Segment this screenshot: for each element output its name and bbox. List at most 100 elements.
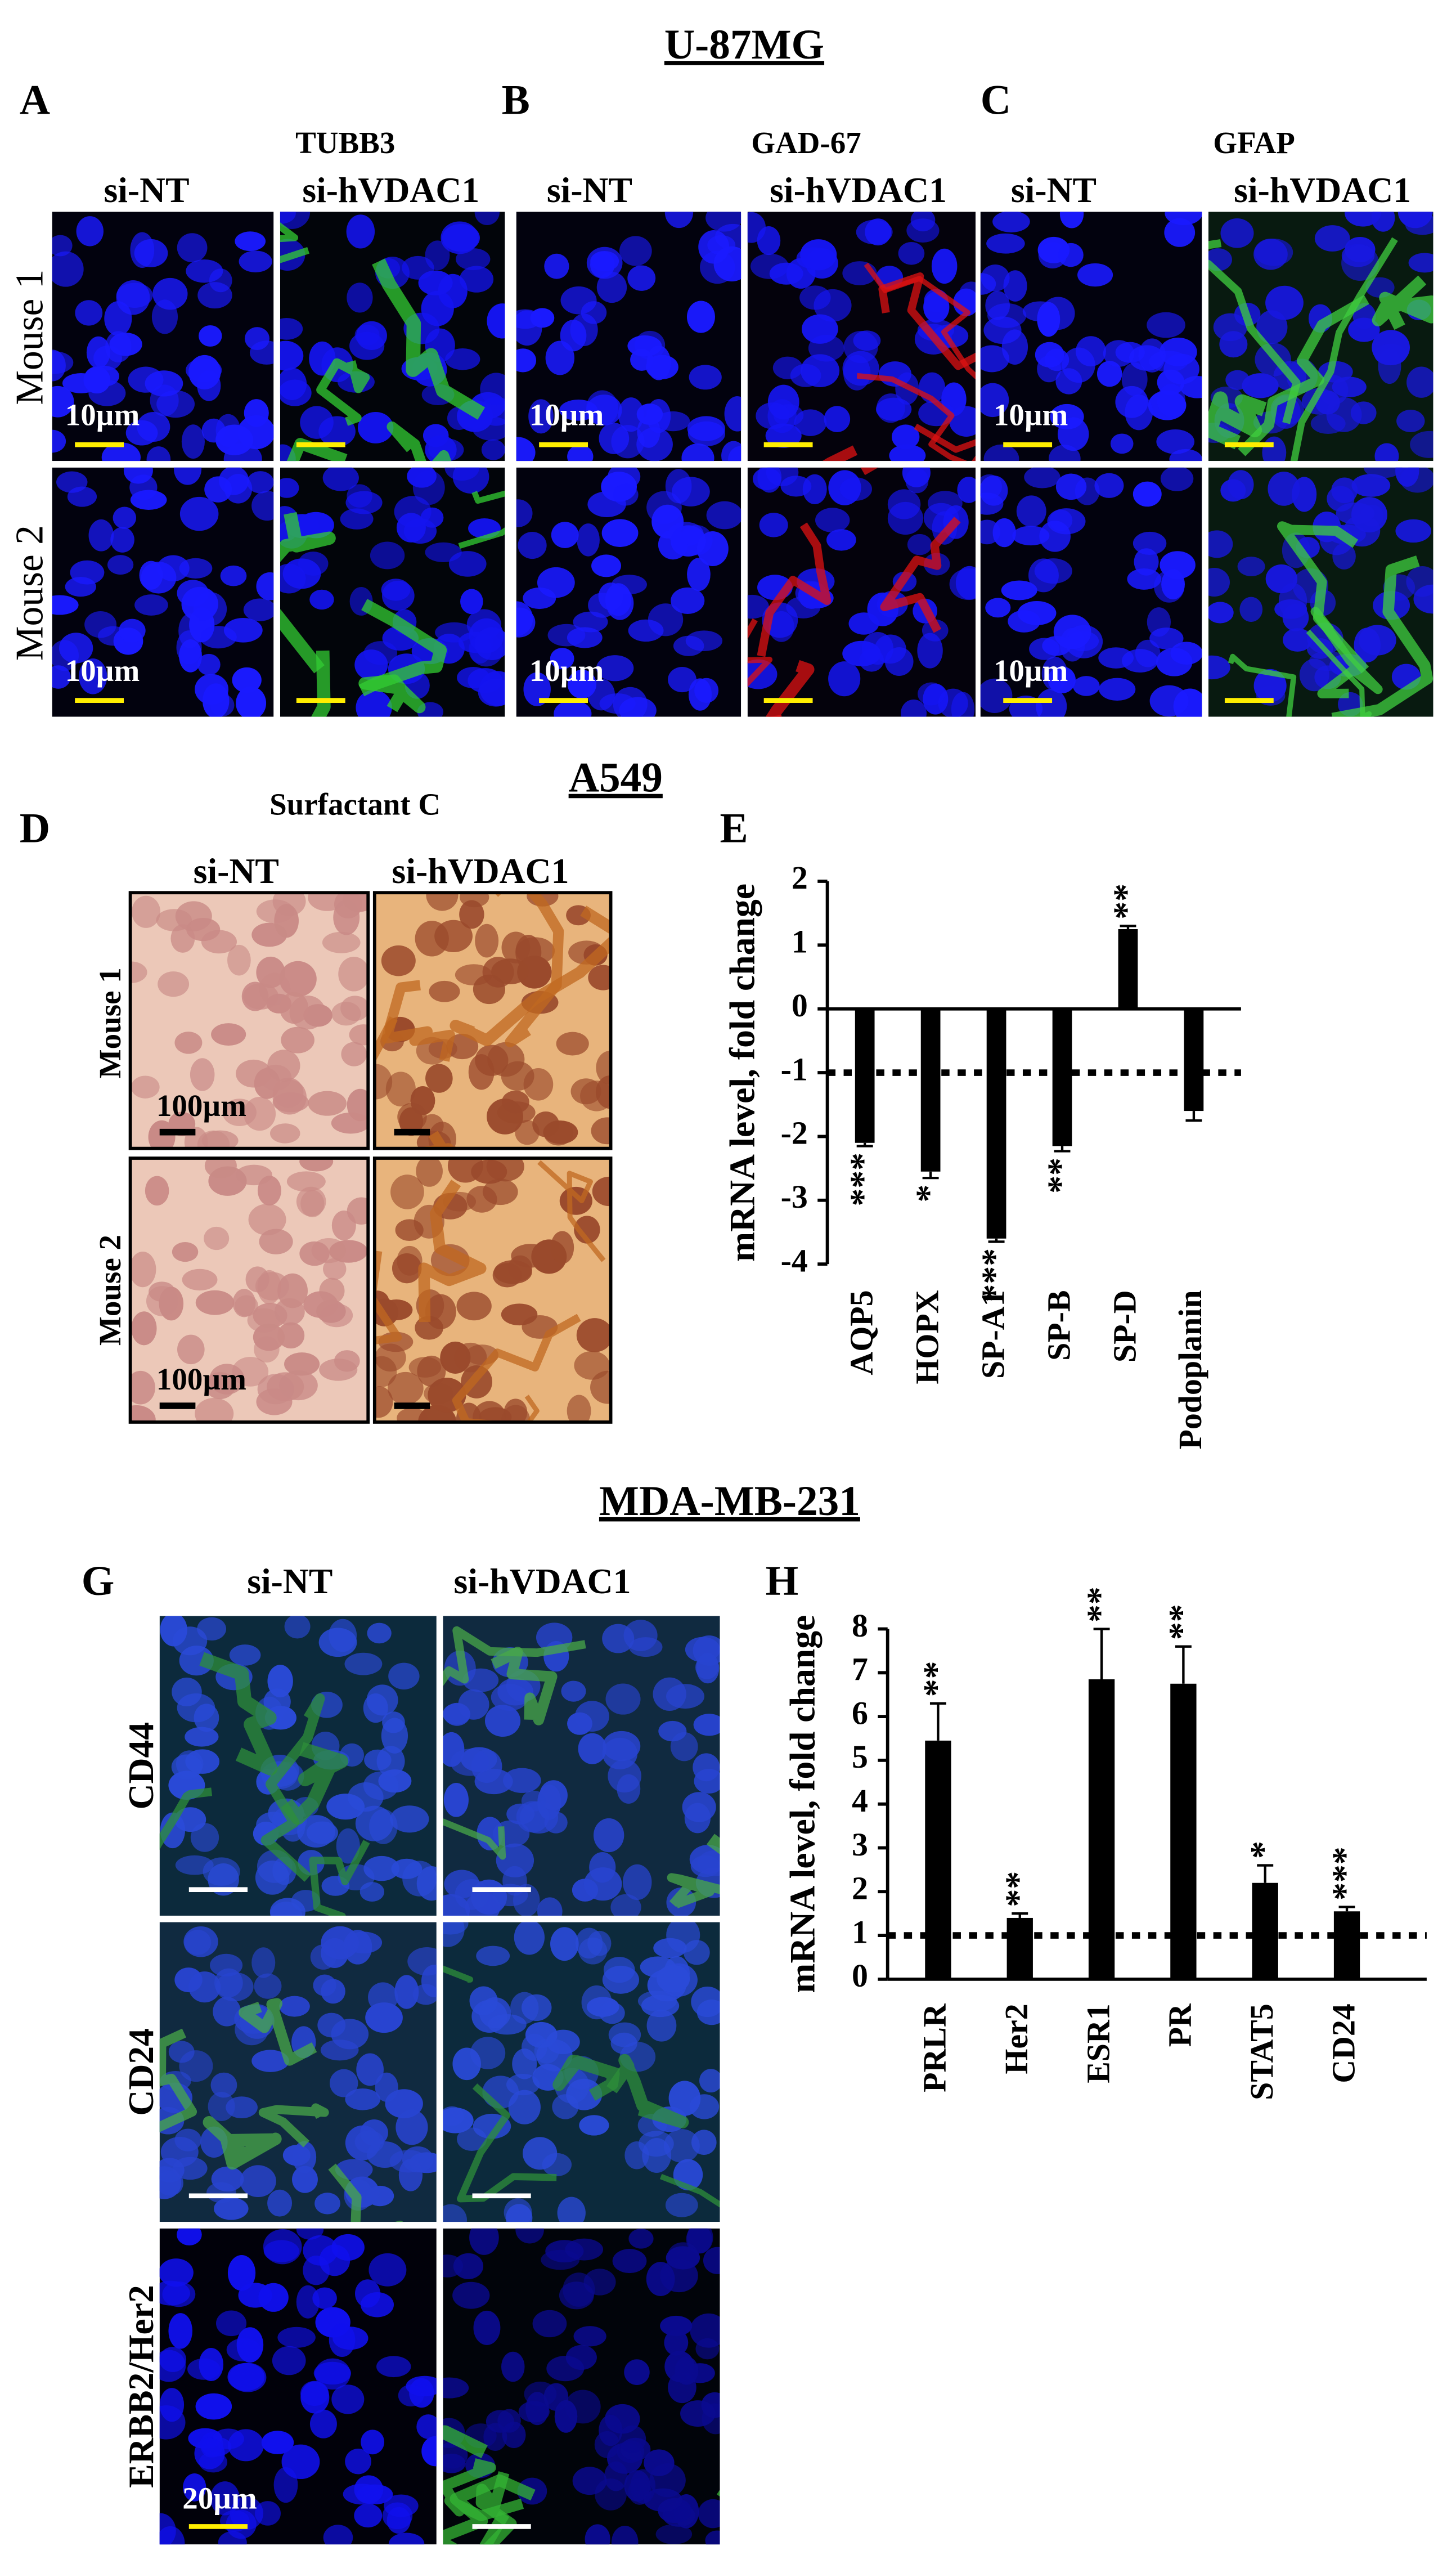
nucleus: [450, 1749, 489, 1776]
nucleus: [443, 1922, 469, 1935]
nucleus: [747, 659, 778, 689]
nucleus: [267, 2189, 293, 2217]
nucleus: [618, 397, 644, 432]
nucleus: [906, 218, 940, 243]
nucleus: [705, 2530, 720, 2545]
nucleus: [177, 1693, 215, 1723]
bar: [1006, 1917, 1033, 1979]
nucleus: [1239, 597, 1263, 622]
micrographs: [52, 212, 1433, 2545]
stain: [381, 980, 455, 1062]
stain: [280, 222, 309, 263]
nucleus: [322, 931, 361, 953]
nucleus: [1012, 526, 1050, 546]
nucleus: [443, 2453, 466, 2473]
micrograph: [980, 467, 1202, 717]
nucleus: [1161, 569, 1185, 600]
nucleus: [473, 2310, 501, 2345]
nucleus: [474, 212, 500, 225]
nucleus: [648, 603, 684, 636]
nucleus: [229, 1644, 261, 1666]
stain: [667, 1873, 720, 1908]
nucleus: [577, 523, 600, 557]
x-tick-label: SP-D: [1106, 1290, 1143, 1362]
nucleus: [220, 565, 247, 586]
nucleus: [174, 2128, 201, 2151]
nucleus: [75, 300, 103, 326]
nucleus: [537, 567, 575, 598]
stain: [606, 2054, 689, 2129]
nucleus: [567, 670, 597, 699]
x-tick-label: PRLR: [916, 2003, 953, 2092]
nucleus: [236, 1059, 272, 1088]
nucleus: [585, 2524, 610, 2545]
panel-label: B: [502, 77, 530, 124]
nucleus: [532, 1111, 560, 1137]
nucleus: [340, 996, 369, 1021]
nucleus: [345, 491, 383, 514]
nucleus: [465, 1892, 501, 1916]
micrograph-border: [128, 1157, 370, 1424]
nucleus: [323, 1258, 347, 1280]
nucleus: [277, 2327, 316, 2348]
x-tick-label: PR: [1162, 2003, 1198, 2047]
nucleus: [320, 2039, 359, 2061]
stain: [537, 1160, 606, 1262]
nucleus: [76, 216, 104, 246]
nucleus: [1039, 521, 1071, 552]
nucleus: [199, 325, 222, 347]
significance: **: [1040, 1158, 1080, 1194]
nucleus: [174, 1807, 206, 1832]
row-label: Mouse 2: [8, 525, 51, 661]
nucleus: [367, 1622, 392, 1644]
nucleus: [557, 2197, 586, 2222]
column-label: si-hVDAC1: [392, 851, 569, 891]
nucleus: [443, 1783, 469, 1817]
nucleus: [689, 365, 722, 390]
nucleus: [931, 248, 958, 284]
nucleus: [1170, 642, 1202, 665]
y-tick-label: 4: [852, 1782, 868, 1819]
nucleus: [338, 956, 369, 992]
nucleus: [516, 607, 536, 638]
nucleus: [547, 624, 586, 647]
micrograph: [52, 467, 274, 717]
nucleus: [341, 1042, 367, 1066]
nucleus: [757, 226, 781, 255]
row-label: CD44: [121, 1722, 161, 1810]
nucleus: [955, 566, 976, 600]
x-tick-label: HOPX: [909, 1290, 945, 1384]
nucleus: [574, 1351, 610, 1380]
micrograph: [980, 212, 1202, 461]
y-tick-label: -1: [781, 1051, 808, 1087]
column-label: si-NT: [104, 170, 189, 210]
nucleus: [170, 924, 195, 953]
nucleus: [892, 424, 920, 450]
nucleus: [477, 1817, 504, 1851]
nucleus: [52, 235, 73, 257]
nucleus: [159, 2170, 183, 2196]
nucleus: [1208, 602, 1234, 624]
nucleus: [345, 2088, 381, 2110]
bar: [1252, 1882, 1278, 1979]
nucleus: [622, 1864, 652, 1900]
nucleus: [457, 2127, 487, 2151]
section-title: MDA-MB-231: [599, 1478, 860, 1525]
nucleus: [273, 1077, 304, 1108]
nucleus: [459, 266, 494, 293]
nucleus: [1341, 245, 1379, 281]
nucleus: [177, 233, 208, 263]
nucleus: [567, 445, 594, 461]
nucleus: [298, 512, 334, 539]
stain: [880, 517, 961, 633]
nucleus: [501, 1303, 538, 1326]
nucleus: [537, 1897, 563, 1916]
nucleus: [574, 1216, 600, 1244]
stain: [443, 2458, 524, 2521]
nucleus: [889, 444, 926, 461]
nucleus: [300, 406, 334, 439]
nucleus: [591, 554, 622, 577]
nucleus: [658, 530, 688, 560]
nucleus: [536, 2039, 573, 2072]
nucleus: [1336, 503, 1375, 525]
